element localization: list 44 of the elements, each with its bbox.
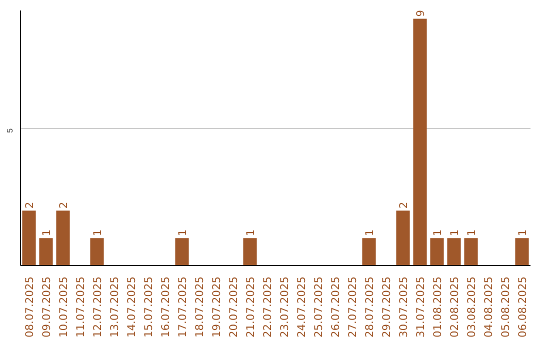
x-tick-label: 17.07.2025 <box>176 276 189 338</box>
data-label: 2 <box>23 202 36 209</box>
x-tick-label: 04.08.2025 <box>482 276 495 338</box>
x-tick-label: 03.08.2025 <box>465 276 478 338</box>
x-tick-label: 08.07.2025 <box>23 276 36 338</box>
data-label: 1 <box>91 229 104 236</box>
x-tick-label: 01.08.2025 <box>431 276 444 338</box>
x-tick-label: 16.07.2025 <box>159 276 172 338</box>
data-label: 1 <box>431 229 444 236</box>
x-tick-label: 29.07.2025 <box>380 276 393 338</box>
x-tick-label: 24.07.2025 <box>295 276 308 338</box>
x-tick-label: 09.07.2025 <box>40 276 53 338</box>
data-label: 1 <box>363 229 376 236</box>
x-tick-label: 20.07.2025 <box>227 276 240 338</box>
x-tick-label: 30.07.2025 <box>397 276 410 338</box>
x-tick-label: 25.07.2025 <box>312 276 325 338</box>
data-label: 2 <box>57 202 70 209</box>
data-label: 1 <box>448 229 461 236</box>
x-tick-label: 13.07.2025 <box>108 276 121 338</box>
x-tick-label: 02.08.2025 <box>448 276 461 338</box>
data-label: 1 <box>244 229 257 236</box>
x-tick-label: 19.07.2025 <box>210 276 223 338</box>
x-tick-label: 05.08.2025 <box>499 276 512 338</box>
x-tick-label: 11.07.2025 <box>74 276 87 338</box>
x-tick-label: 26.07.2025 <box>329 276 342 338</box>
data-label: 1 <box>516 229 529 236</box>
x-tick-label: 22.07.2025 <box>261 276 274 338</box>
data-label: 1 <box>176 229 189 236</box>
x-tick-label: 18.07.2025 <box>193 276 206 338</box>
x-tick-label: 28.07.2025 <box>363 276 376 338</box>
data-label: 1 <box>465 229 478 236</box>
x-tick-label: 14.07.2025 <box>125 276 138 338</box>
x-tick-label: 27.07.2025 <box>346 276 359 338</box>
x-tick-label: 15.07.2025 <box>142 276 155 338</box>
data-label: 1 <box>40 229 53 236</box>
x-tick-label: 10.07.2025 <box>57 276 70 338</box>
x-tick-label: 06.08.2025 <box>516 276 529 338</box>
x-tick-label: 31.07.2025 <box>414 276 427 338</box>
data-label: 9 <box>414 10 427 17</box>
y-tick-label: 5 <box>6 128 14 133</box>
data-label: 2 <box>397 202 410 209</box>
x-tick-label: 12.07.2025 <box>91 276 104 338</box>
x-tick-label: 23.07.2025 <box>278 276 291 338</box>
x-tick-label: 21.07.2025 <box>244 276 257 338</box>
